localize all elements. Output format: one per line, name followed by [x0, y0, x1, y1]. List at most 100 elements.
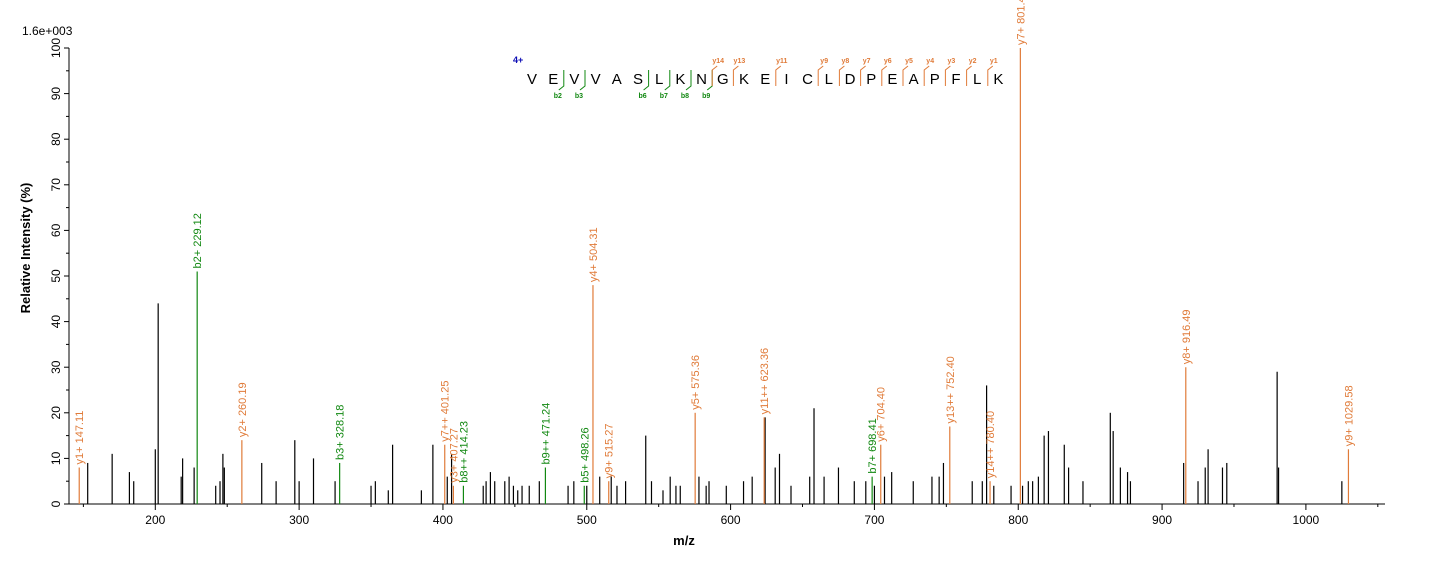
y-ion-cleavage-mark	[881, 65, 888, 86]
peak-sticks	[78, 48, 1350, 504]
x-tick-label: 300	[289, 513, 309, 527]
y-ion-cleavage-mark	[838, 65, 845, 86]
peak-label: y2+ 260.19	[237, 382, 249, 437]
peak-label: y7++ 401.25	[440, 381, 452, 442]
y-tick-label: 40	[49, 315, 63, 329]
peak-label: b3+ 328.18	[335, 405, 347, 460]
b-ion-cleavage-mark	[685, 70, 692, 91]
y-ion-cleavage-mark	[711, 65, 718, 86]
y-ion-cleavage-mark	[987, 65, 994, 86]
y-ion-label: y1	[990, 58, 998, 65]
peak-label: y5+ 575.36	[690, 355, 702, 410]
peak-label: b2+ 229.12	[192, 213, 204, 268]
peptide-sequence-annotation: 4+V E V V A S L K N G K E I C L D P E A P F L Kb2 b3 b6 b7 b8 b9y1y…	[513, 55, 1003, 100]
peak-label: y6+ 704.40	[876, 387, 888, 442]
y-axis-ticks: 0 10 20 30 40 50 60 70 80 90 100	[49, 38, 69, 507]
y-tick-label: 60	[49, 223, 63, 237]
sequence-residue: L	[655, 71, 663, 88]
y-ion-cleavage-mark	[817, 65, 824, 86]
y-ion-label: y5	[905, 58, 913, 65]
sequence-residue: V	[527, 71, 537, 88]
peak-label: y8+ 916.49	[1181, 309, 1193, 364]
peak-label: y7+ 801.47	[1015, 0, 1027, 45]
y-ion-label: y9	[820, 58, 828, 65]
peak-label: y11++ 623.36	[759, 348, 771, 414]
y-ion-cleavage-mark	[923, 65, 930, 86]
peak-label: y13++ 752.40	[945, 356, 957, 423]
y-tick-label: 30	[49, 360, 63, 374]
y-ion-cleavage-mark	[775, 65, 782, 86]
b-ion-cleavage-mark	[643, 70, 650, 91]
x-tick-label: 800	[1008, 513, 1028, 527]
y-tick-label: 100	[49, 38, 63, 58]
y-ion-label: y6	[884, 58, 892, 65]
y-ion-cleavage-mark	[902, 65, 909, 86]
b-ion-cleavage-mark	[579, 70, 586, 91]
y-ion-label: y3	[948, 58, 956, 65]
y-tick-label: 50	[49, 269, 63, 283]
sequence-residue: K	[993, 71, 1003, 88]
y-ion-label: y11	[776, 58, 787, 65]
x-axis-ticks: 200 300 400 500 600 700 800 900 1000	[82, 504, 1379, 527]
sequence-residue: S	[633, 71, 643, 88]
peak-label: y4+ 504.31	[588, 227, 600, 282]
peak-label: y9+ 515.27	[604, 423, 616, 478]
peak-label: b7+ 698.41	[867, 418, 879, 473]
sequence-residue: N	[696, 71, 707, 88]
y-tick-label: 80	[49, 132, 63, 146]
y-ion-label: y2	[969, 58, 977, 65]
peak-label: y3+ 407.27	[448, 428, 460, 483]
peak-label: b8++ 414.23	[458, 421, 470, 483]
peak-label: y1+ 147.11	[74, 411, 86, 465]
b-ion-label: b2	[554, 93, 562, 100]
b-ion-cleavage-mark	[706, 70, 713, 91]
y-ion-label: y8	[842, 58, 850, 65]
sequence-residue: G	[717, 71, 729, 88]
b-ion-label: b3	[575, 93, 583, 100]
x-tick-label: 400	[433, 513, 453, 527]
sequence-residue: V	[591, 71, 601, 88]
sequence-residue: P	[866, 71, 876, 88]
sequence-residue: A	[909, 71, 919, 88]
peak-label: b9++ 471.24	[540, 403, 552, 465]
y-ion-cleavage-mark	[966, 65, 972, 86]
sequence-residue: E	[760, 71, 770, 88]
x-tick-label: 1000	[1293, 513, 1320, 527]
intensity-scale-label: 1.6e+003	[22, 24, 73, 38]
sequence-residue: E	[548, 71, 558, 88]
y-tick-label: 90	[49, 87, 63, 101]
x-tick-label: 500	[577, 513, 597, 527]
peak-label: y9+ 1029.58	[1343, 385, 1355, 446]
y-ion-cleavage-mark	[732, 65, 739, 86]
sequence-residue: V	[569, 71, 579, 88]
sequence-residue: L	[973, 71, 981, 88]
y-tick-label: 20	[49, 406, 63, 420]
y-ion-label: y7	[863, 58, 871, 65]
y-ion-label: y4	[926, 58, 934, 65]
peak-label: y14++ 780.40	[985, 411, 997, 478]
sequence-residue: K	[739, 71, 749, 88]
sequence-residue: K	[675, 71, 685, 88]
b-ion-label: b6	[639, 93, 647, 100]
x-tick-label: 900	[1152, 513, 1172, 527]
x-tick-label: 700	[864, 513, 884, 527]
y-tick-label: 10	[49, 451, 63, 465]
sequence-residue: F	[951, 71, 960, 88]
sequence-residue: D	[845, 71, 856, 88]
y-ion-label: y14	[712, 58, 724, 65]
x-axis-title: m/z	[673, 533, 695, 548]
y-tick-label: 70	[49, 178, 63, 192]
x-tick-label: 600	[721, 513, 741, 527]
sequence-residue: A	[612, 71, 622, 88]
b-ion-cleavage-mark	[558, 70, 565, 91]
x-tick-label: 200	[145, 513, 165, 527]
sequence-residue: P	[930, 71, 940, 88]
y-axis-title: Relative Intensity (%)	[18, 183, 33, 314]
sequence-residue: E	[887, 71, 897, 88]
b-ion-label: b9	[702, 93, 710, 100]
y-ion-label: y13	[734, 58, 746, 65]
y-ion-cleavage-mark	[944, 65, 951, 86]
charge-state-label: 4+	[513, 55, 523, 65]
sequence-residue: L	[825, 71, 833, 88]
